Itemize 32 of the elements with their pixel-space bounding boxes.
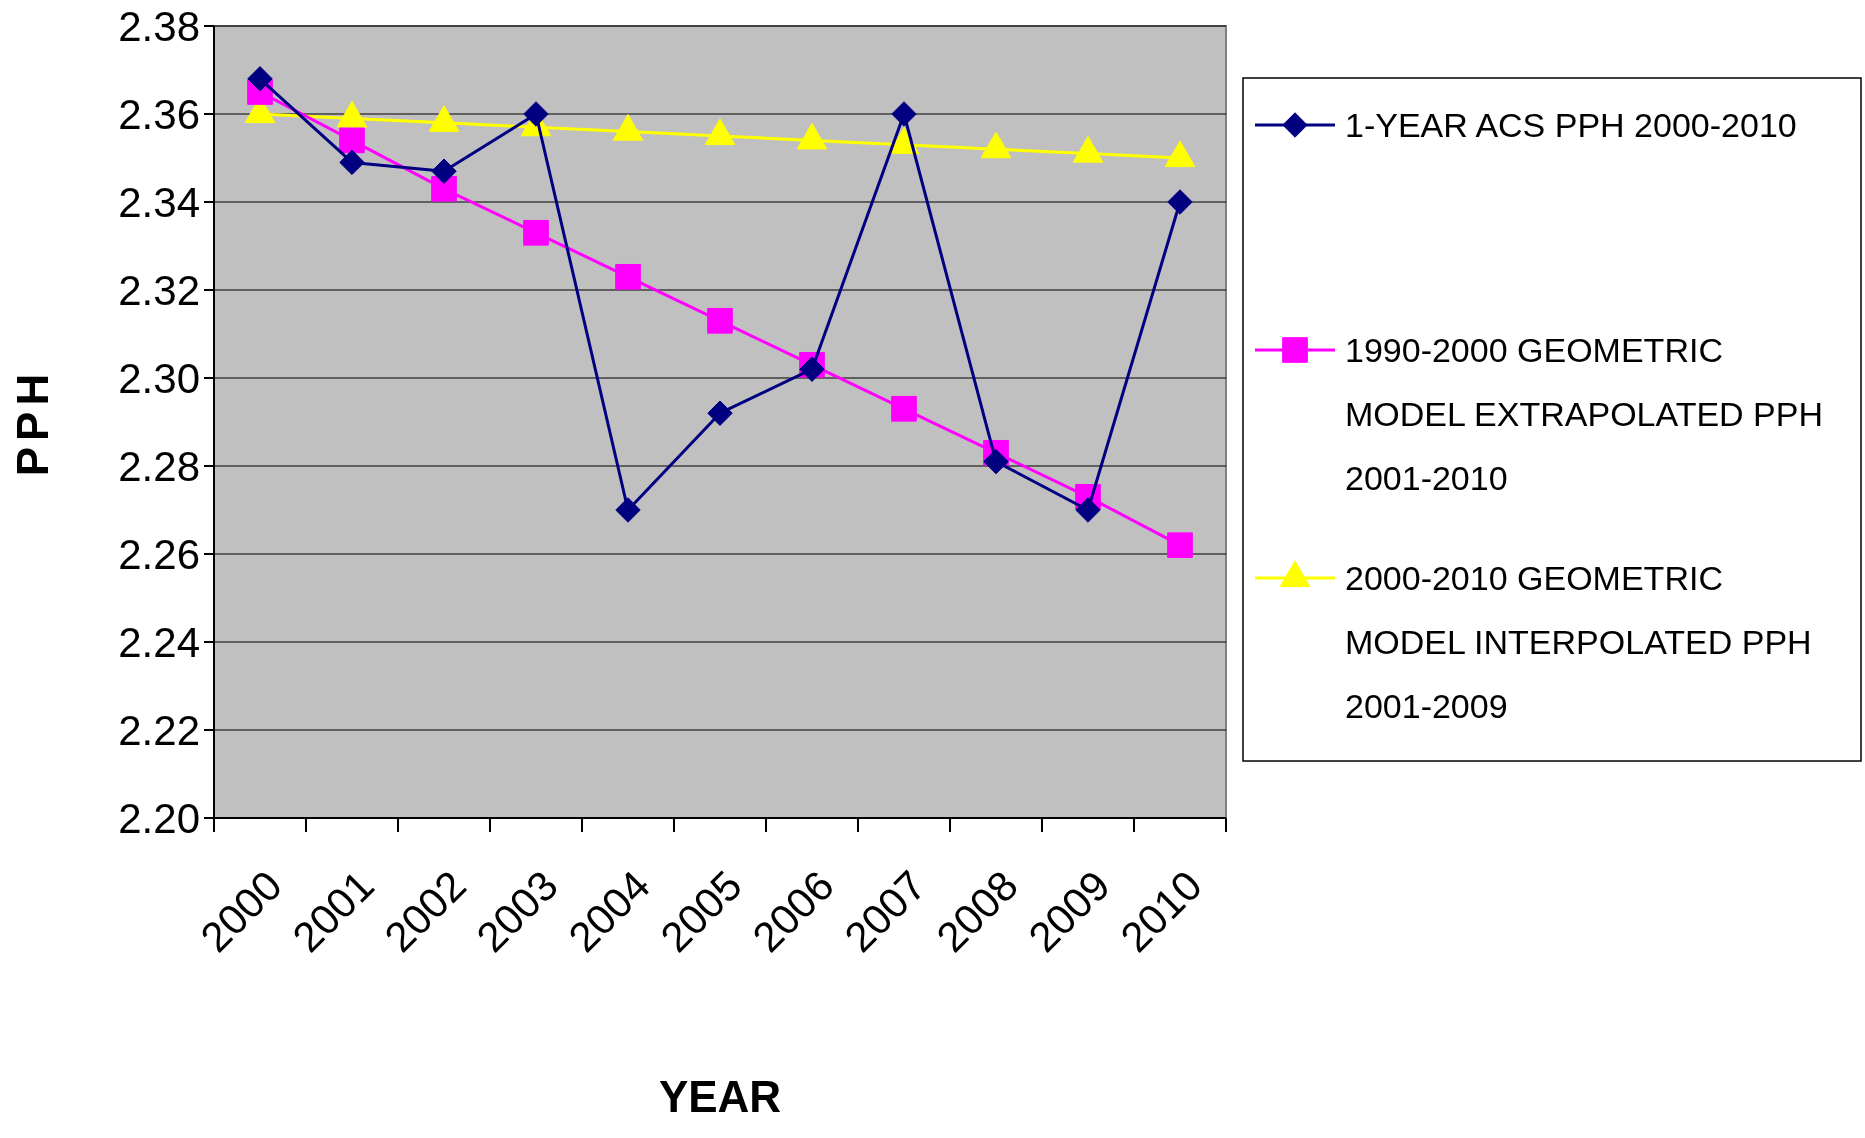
y-tick-label: 2.30 (118, 354, 200, 402)
y-tick-label: 2.34 (118, 178, 200, 226)
y-tick-label: 2.28 (118, 442, 200, 490)
y-tick-label: 2.20 (118, 794, 200, 842)
y-tick-label: 2.26 (118, 530, 200, 578)
point (707, 400, 733, 426)
y-axis-title: PPH (8, 367, 57, 477)
legend-label: 1-YEAR ACS PPH 2000-2010 (1345, 105, 1797, 144)
y-tick-label: 2.36 (118, 90, 200, 138)
point (983, 448, 1009, 475)
legend-label: 2000-2010 GEOMETRIC MODEL INTERPOLATED PPH 2001-2009 (1345, 558, 1812, 725)
point (339, 149, 365, 176)
point (615, 263, 641, 290)
y-tick-label: 2.32 (118, 266, 200, 314)
point (1167, 189, 1193, 215)
point (1075, 497, 1101, 523)
point (799, 356, 825, 382)
point (431, 158, 457, 184)
point (247, 66, 273, 92)
y-tick-label: 2.22 (118, 706, 200, 754)
point (707, 307, 733, 334)
point (891, 101, 917, 127)
point (891, 395, 917, 422)
y-tick-label: 2.24 (118, 618, 200, 666)
legend-label: 1990-2000 GEOMETRIC MODEL EXTRAPOLATED PPH 2001-2010 (1345, 330, 1823, 497)
y-tick-label: 2.38 (118, 2, 200, 50)
point (1167, 532, 1193, 559)
point (339, 127, 365, 154)
point (615, 497, 641, 523)
x-axis-title: YEAR (658, 1072, 782, 1121)
point (523, 101, 549, 127)
point (523, 219, 549, 246)
